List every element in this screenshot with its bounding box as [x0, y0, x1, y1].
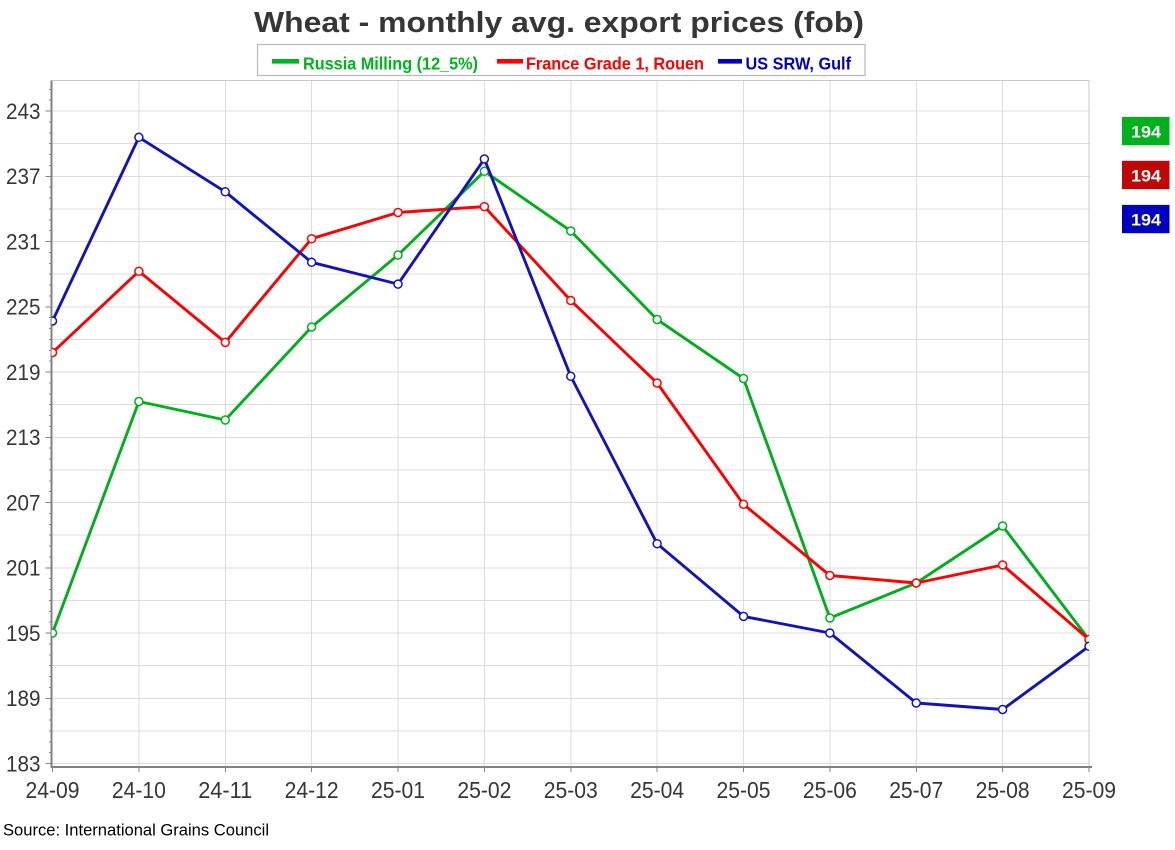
- svg-text:25-03: 25-03: [544, 777, 598, 803]
- svg-text:25-04: 25-04: [630, 777, 684, 803]
- svg-text:24-10: 24-10: [112, 777, 166, 803]
- svg-text:24-09: 24-09: [26, 777, 80, 803]
- svg-text:25-02: 25-02: [457, 777, 511, 803]
- svg-text:25-01: 25-01: [371, 777, 425, 803]
- svg-text:237: 237: [6, 164, 41, 189]
- svg-text:194: 194: [1131, 166, 1162, 185]
- svg-text:US SRW, Gulf: US SRW, Gulf: [746, 53, 852, 73]
- svg-text:25-09: 25-09: [1062, 777, 1116, 803]
- svg-text:Wheat - monthly avg. export pr: Wheat - monthly avg. export prices (fob): [254, 7, 864, 39]
- svg-text:24-12: 24-12: [285, 777, 339, 803]
- svg-text:25-06: 25-06: [803, 777, 857, 803]
- svg-text:Source: International Grains C: Source: International Grains Council: [3, 822, 269, 840]
- svg-text:213: 213: [6, 425, 41, 450]
- svg-text:194: 194: [1131, 123, 1162, 142]
- svg-text:25-07: 25-07: [889, 777, 943, 803]
- svg-text:231: 231: [6, 229, 41, 254]
- svg-text:189: 189: [6, 686, 41, 711]
- svg-text:25-08: 25-08: [976, 777, 1030, 803]
- svg-text:195: 195: [6, 621, 41, 646]
- svg-text:194: 194: [1131, 211, 1162, 230]
- svg-text:201: 201: [6, 556, 41, 581]
- svg-text:France Grade 1, Rouen: France Grade 1, Rouen: [526, 53, 704, 73]
- svg-text:225: 225: [6, 295, 41, 320]
- svg-text:25-05: 25-05: [717, 777, 771, 803]
- svg-text:243: 243: [6, 99, 41, 124]
- svg-text:207: 207: [6, 490, 41, 515]
- svg-text:183: 183: [6, 751, 41, 776]
- svg-text:24-11: 24-11: [198, 777, 252, 803]
- svg-text:219: 219: [6, 360, 41, 385]
- svg-text:Russia Milling (12_5%): Russia Milling (12_5%): [303, 53, 478, 73]
